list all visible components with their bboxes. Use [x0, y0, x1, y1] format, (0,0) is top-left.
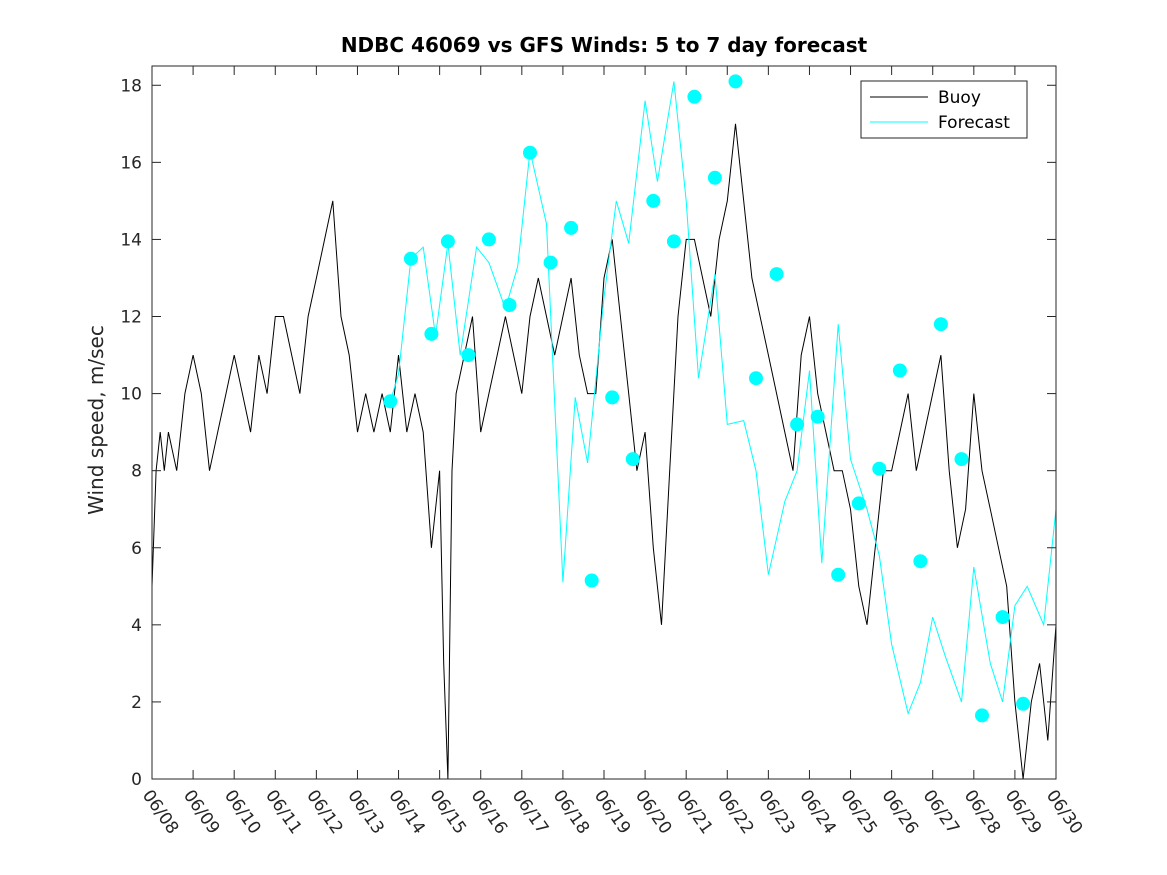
forecast-marker — [440, 234, 455, 249]
forecast-marker — [424, 326, 439, 341]
x-tick-label: 06/17 — [508, 786, 552, 838]
legend-box — [860, 80, 1028, 139]
forecast-marker — [728, 74, 743, 89]
forecast-marker — [605, 390, 620, 405]
x-tick-label: 06/14 — [384, 786, 428, 838]
forecast-marker — [995, 610, 1010, 625]
plot-area — [152, 66, 1056, 779]
x-tick-label: 06/27 — [919, 786, 963, 838]
chart-title: NDBC 46069 vs GFS Winds: 5 to 7 day fore… — [341, 33, 868, 57]
y-tick-label: 16 — [120, 153, 142, 173]
forecast-marker — [810, 409, 825, 424]
forecast-marker — [872, 461, 887, 476]
forecast-marker — [913, 554, 928, 569]
x-tick-label: 06/30 — [1042, 786, 1086, 838]
series-buoy-line — [152, 123, 1056, 779]
forecast-marker — [769, 267, 784, 282]
x-tick-label: 06/20 — [631, 786, 675, 838]
y-tick-label: 0 — [131, 770, 142, 790]
x-tick-label: 06/18 — [549, 786, 593, 838]
x-tick-label: 06/21 — [672, 786, 716, 838]
forecast-marker — [502, 298, 517, 312]
forecast-marker — [790, 417, 805, 432]
forecast-marker — [461, 348, 476, 363]
forecast-marker — [892, 363, 907, 378]
forecast-marker — [383, 394, 398, 409]
y-tick-label: 14 — [120, 230, 142, 250]
x-tick-label: 06/16 — [467, 786, 511, 838]
x-tick-label: 06/25 — [836, 786, 880, 838]
legend-buoy-label: Buoy — [938, 88, 981, 108]
forecast-marker — [666, 234, 681, 249]
forecast-marker — [851, 496, 866, 511]
x-tick-label: 06/09 — [179, 786, 223, 838]
forecast-marker — [687, 89, 702, 104]
x-tick-label: 06/08 — [138, 786, 182, 838]
forecast-marker — [933, 317, 948, 332]
y-tick-label: 8 — [131, 462, 142, 482]
forecast-marker — [584, 573, 599, 588]
forecast-marker — [1016, 696, 1031, 711]
forecast-marker — [646, 193, 661, 208]
y-tick-label: 10 — [120, 385, 142, 405]
x-tick-label: 06/19 — [590, 786, 634, 838]
forecast-marker — [975, 708, 989, 723]
forecast-marker — [523, 145, 537, 160]
y-tick-label: 18 — [120, 76, 142, 96]
forecast-marker — [749, 371, 763, 386]
forecast-marker — [707, 170, 722, 185]
x-tick-label: 06/22 — [713, 786, 757, 838]
y-tick-label: 4 — [131, 616, 142, 636]
y-tick-label: 12 — [120, 308, 142, 328]
x-tick-label: 06/23 — [754, 786, 798, 838]
x-tick-label: 06/11 — [261, 786, 305, 838]
y-axis-label: Wind speed, m/sec — [84, 325, 108, 515]
legend: Buoy Forecast — [860, 80, 1028, 139]
y-tick-label: 6 — [131, 539, 142, 559]
x-tick-label: 06/28 — [960, 786, 1004, 838]
forecast-marker — [625, 452, 640, 467]
x-tick-label: 06/24 — [795, 786, 839, 838]
x-tick-label: 06/10 — [220, 786, 264, 838]
series-forecast-line — [389, 81, 1056, 716]
forecast-marker — [403, 251, 418, 266]
x-tick-label: 06/12 — [302, 786, 346, 838]
forecast-marker — [564, 220, 579, 235]
plot-frame — [151, 65, 1057, 780]
forecast-marker — [954, 452, 969, 467]
y-tick-label: 2 — [131, 693, 142, 713]
forecast-marker — [831, 567, 846, 582]
forecast-marker — [543, 255, 558, 270]
x-tick-label: 06/29 — [1001, 786, 1045, 838]
x-tick-label: 06/15 — [426, 786, 470, 838]
legend-forecast-label: Forecast — [938, 113, 1010, 133]
x-tick-label: 06/26 — [878, 786, 922, 838]
x-tick-label: 06/13 — [343, 786, 387, 838]
forecast-marker — [481, 232, 496, 247]
